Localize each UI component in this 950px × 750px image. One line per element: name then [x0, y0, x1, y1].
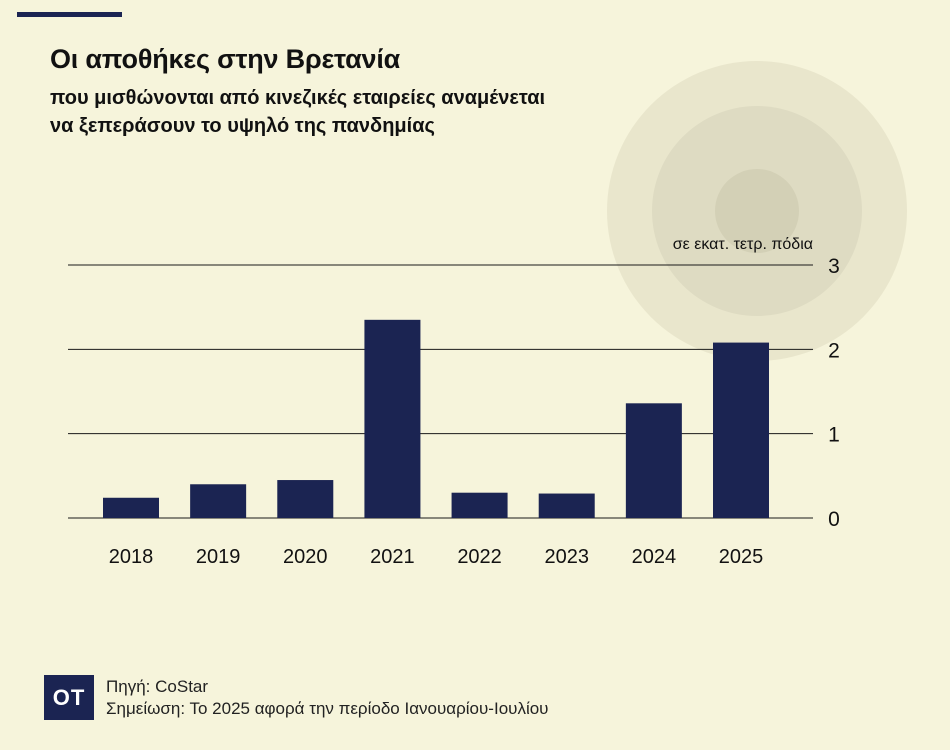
- x-tick-label: 2020: [283, 546, 328, 568]
- logo: OT: [44, 675, 94, 720]
- x-tick-label: 2019: [196, 546, 241, 568]
- y-tick-label: 1: [828, 424, 840, 447]
- bar-2018: [103, 497, 159, 518]
- bar-2025: [713, 342, 769, 518]
- subtitle-line-1: που μισθώνονται από κινεζικές εταιρείες …: [50, 87, 546, 109]
- bar-2024: [625, 403, 682, 518]
- bar-2020: [277, 480, 334, 518]
- subtitle-line-2: να ξεπεράσουν το υψηλό της πανδημίας: [50, 115, 435, 137]
- bar-2022: [451, 492, 508, 518]
- x-tick-label: 2024: [632, 546, 677, 568]
- y-tick-label: 3: [828, 255, 840, 278]
- y-tick-label: 2: [828, 339, 840, 362]
- watermark-inner-circle: [715, 169, 799, 253]
- note-text: Σημείωση: Το 2025 αφορά την περίοδο Ιανο…: [106, 699, 549, 718]
- bar-2023: [538, 493, 595, 518]
- top-accent-bar: [17, 12, 122, 17]
- chart-title: Οι αποθήκες στην Βρετανία: [50, 44, 401, 74]
- source-text: Πηγή: CoStar: [106, 677, 209, 696]
- y-axis-label: σε εκατ. τετρ. πόδια: [673, 236, 813, 253]
- y-tick-label: 0: [828, 508, 840, 531]
- x-tick-label: 2025: [719, 546, 764, 568]
- bar-2021: [364, 319, 421, 518]
- x-tick-label: 2018: [109, 546, 154, 568]
- footer: Πηγή: CoStar Σημείωση: Το 2025 αφορά την…: [106, 676, 548, 720]
- bar-2019: [190, 484, 247, 518]
- chart-subtitle: που μισθώνονται από κινεζικές εταιρείες …: [50, 84, 545, 140]
- x-tick-label: 2022: [457, 546, 502, 568]
- x-tick-label: 2021: [370, 546, 415, 568]
- x-tick-label: 2023: [544, 546, 589, 568]
